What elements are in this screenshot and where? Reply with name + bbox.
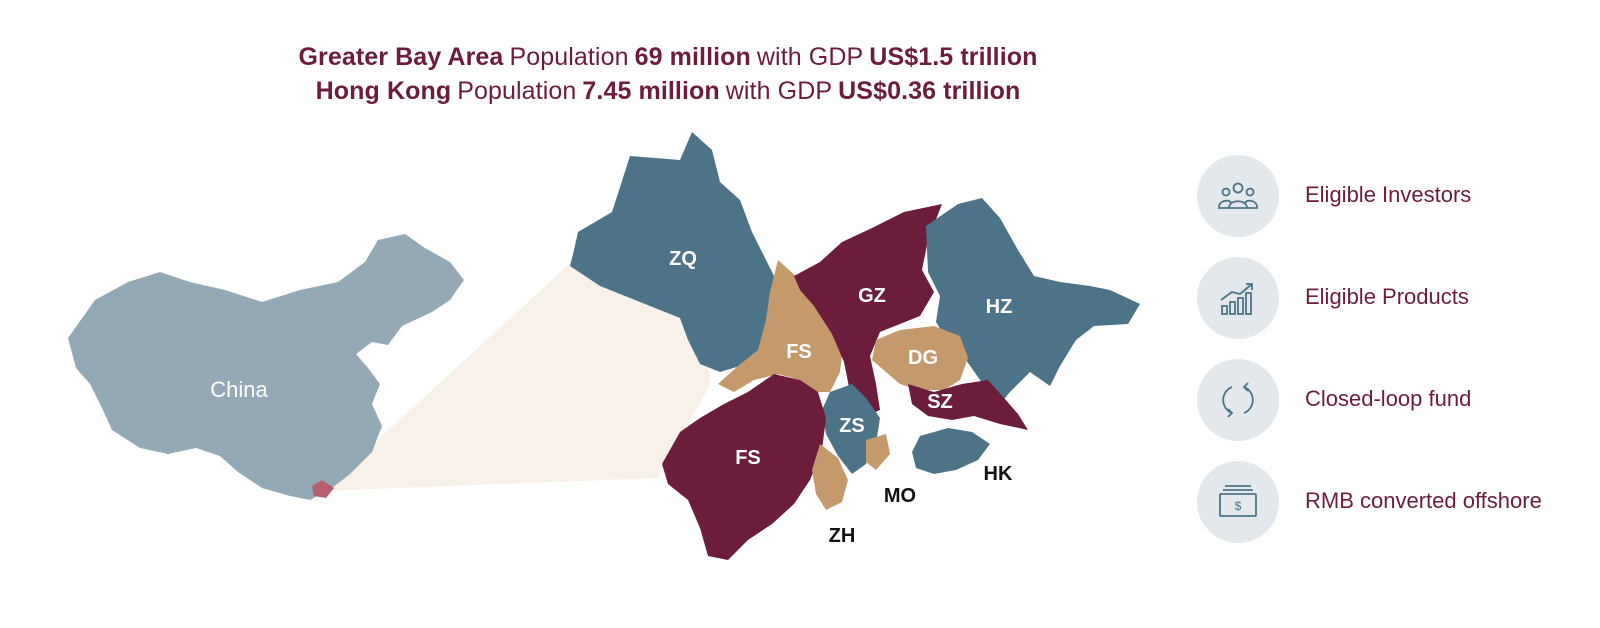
- feature-eligible-investors: Eligible Investors: [1197, 155, 1597, 237]
- label-zs: ZS: [839, 415, 865, 437]
- headline-line-2: Hong Kong Population 7.45 million with GDP U…: [0, 77, 1336, 106]
- label-zq: ZQ: [669, 248, 697, 270]
- region-zq: [570, 132, 774, 372]
- label-zh: ZH: [829, 525, 856, 547]
- hk-gdp-value: US$0.36 trillion: [838, 77, 1021, 105]
- region-zs: [822, 384, 880, 474]
- gba-gdp-value: US$1.5 trillion: [869, 43, 1038, 71]
- refresh-cycle-icon: [1197, 359, 1279, 441]
- feature-label: Closed-loop fund: [1305, 386, 1472, 411]
- hk-gdp-word: with GDP: [725, 77, 833, 105]
- headline-line-1: Greater Bay Area Population 69 million with…: [0, 43, 1336, 72]
- svg-text:$: $: [1235, 499, 1242, 513]
- region-fs-north: [718, 260, 844, 392]
- region-zh: [812, 434, 890, 510]
- feature-label: Eligible Investors: [1305, 182, 1472, 207]
- label-fs-south: FS: [735, 447, 761, 469]
- label-hz: HZ: [986, 296, 1013, 318]
- feature-list: Eligible Investors Eligible Products Clo: [1197, 155, 1597, 563]
- label-dg: DG: [908, 347, 938, 369]
- hk-population-value: 7.45 million: [582, 77, 720, 105]
- region-sz: [908, 380, 1028, 430]
- region-dg: [872, 326, 968, 390]
- region-hz: [926, 198, 1140, 404]
- label-fs-north: FS: [786, 341, 812, 363]
- gba-population-word: Population: [509, 43, 629, 71]
- region-gz: [794, 204, 942, 418]
- gba-population-value: 69 million: [634, 43, 751, 71]
- feature-label: Eligible Products: [1305, 284, 1469, 309]
- feature-closed-loop-fund: Closed-loop fund: [1197, 359, 1597, 441]
- label-sz: SZ: [927, 391, 953, 413]
- feature-label: RMB converted offshore: [1305, 488, 1542, 513]
- hk-population-word: Population: [457, 77, 577, 105]
- people-icon: [1197, 155, 1279, 237]
- zoom-callout-wedge: [322, 258, 710, 491]
- gba-highlight-on-china: [312, 480, 334, 498]
- china-label: China: [210, 377, 268, 402]
- feature-rmb-converted-offshore: $ RMB converted offshore: [1197, 461, 1597, 543]
- gba-gdp-word: with GDP: [756, 43, 864, 71]
- china-map-shape: [68, 234, 464, 500]
- label-mo: MO: [884, 485, 916, 507]
- feature-eligible-products: Eligible Products: [1197, 257, 1597, 339]
- region-hk: [912, 428, 990, 474]
- label-gz: GZ: [858, 285, 886, 307]
- region-fs-south: [662, 374, 826, 560]
- gba-name: Greater Bay Area: [298, 43, 504, 71]
- label-hk: HK: [984, 463, 1013, 485]
- banknote-icon: $: [1197, 461, 1279, 543]
- hk-name: Hong Kong: [315, 77, 452, 105]
- growth-chart-icon: [1197, 257, 1279, 339]
